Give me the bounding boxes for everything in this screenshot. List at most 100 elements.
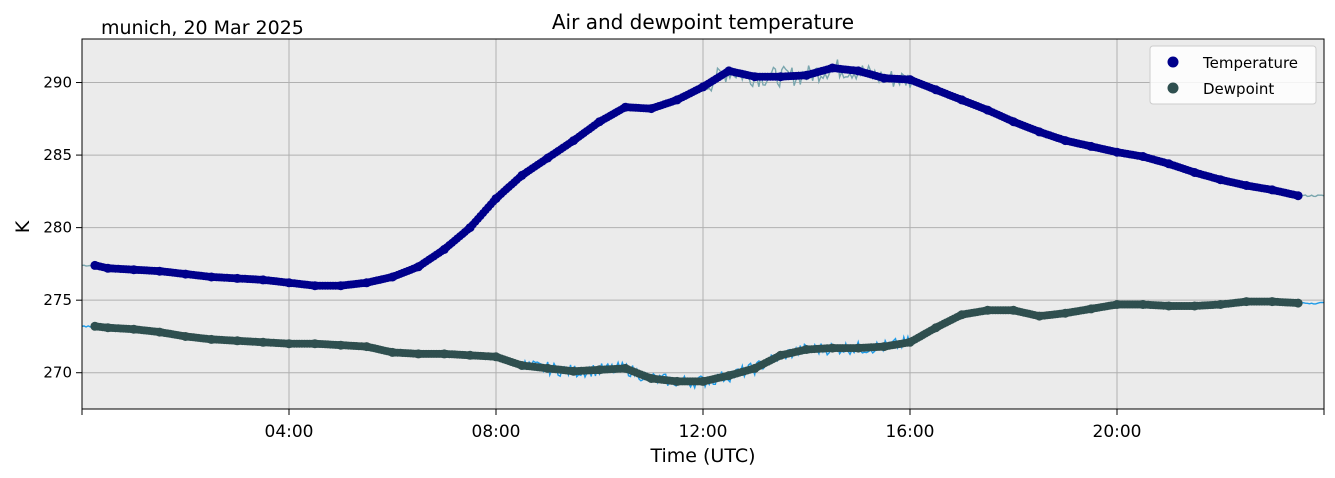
dewpoint-point [853, 343, 863, 353]
temperature-point [517, 170, 527, 180]
x-tick-label: 16:00 [886, 422, 935, 442]
temperature-point [750, 72, 760, 82]
y-tick-label: 270 [43, 364, 72, 382]
dewpoint-point [957, 310, 967, 320]
temperature-point [1267, 185, 1277, 195]
temperature-point [1216, 175, 1225, 185]
series-dewpoint [90, 297, 1303, 386]
y-axis-label: K [12, 220, 34, 233]
temperature-point [802, 70, 811, 80]
temperature-point [595, 117, 604, 127]
x-tick-label: 08:00 [472, 422, 521, 442]
x-tick-label: 12:00 [679, 422, 728, 442]
temperature-point [284, 278, 294, 288]
temperature-point [1009, 117, 1018, 127]
dewpoint-point [698, 376, 708, 386]
temperature-point [1293, 191, 1303, 201]
legend-label-temperature: Temperature [1202, 54, 1298, 72]
dewpoint-point [1293, 298, 1303, 308]
temperature-point [931, 85, 941, 95]
temperature-point [672, 95, 682, 105]
legend-label-dewpoint: Dewpoint [1203, 80, 1274, 98]
series-layer [90, 63, 1303, 386]
dewpoint-point [181, 332, 190, 341]
dewpoint-point [543, 363, 553, 373]
temperature-point [103, 263, 113, 273]
dewpoint-point [465, 350, 475, 360]
temperature-point [1241, 181, 1251, 190]
dewpoint-point [362, 342, 372, 352]
temperature-point [310, 281, 320, 291]
temperature-point [1164, 159, 1174, 169]
dewpoint-point [905, 337, 915, 347]
temperature-point [1112, 147, 1122, 157]
temperature-point [1034, 127, 1044, 137]
dewpoint-point [1164, 301, 1174, 311]
temperature-point [258, 275, 268, 285]
dewpoint-point [388, 347, 397, 357]
x-axis-label: Time (UTC) [649, 445, 755, 467]
legend-box [1149, 45, 1317, 105]
dewpoint-point [1267, 297, 1277, 307]
legend-marker-dewpoint [1167, 82, 1179, 94]
dewpoint-point [439, 349, 449, 359]
dewpoint-point [1086, 304, 1096, 314]
dewpoint-point [232, 336, 242, 346]
temperature-point [206, 272, 216, 282]
dewpoint-point [1190, 301, 1200, 311]
temperature-point [362, 278, 372, 288]
temperature-point [543, 153, 553, 163]
temperature-point [155, 266, 165, 276]
dewpoint-point [155, 327, 165, 337]
dewpoint-point [336, 340, 346, 350]
x-tick-label: 20:00 [1093, 422, 1142, 442]
chart-title: Air and dewpoint temperature [552, 10, 854, 34]
temperature-point [698, 82, 708, 92]
dewpoint-point [491, 352, 501, 362]
temperature-point [569, 136, 579, 146]
chart-subtitle: munich, 20 Mar 2025 [101, 17, 304, 39]
dewpoint-point [1216, 300, 1225, 309]
dewpoint-point [1241, 297, 1251, 307]
y-tick-label: 275 [43, 291, 72, 309]
temperature-point [776, 72, 786, 82]
legend-marker-temperature [1167, 56, 1179, 68]
y-tick-label: 285 [43, 146, 72, 164]
dewpoint-point [1112, 300, 1122, 309]
temperature-point [439, 244, 449, 254]
dewpoint-point [517, 361, 527, 370]
temperature-point [620, 102, 630, 112]
x-tick-label: 04:00 [265, 422, 314, 442]
dewpoint-point [413, 349, 423, 359]
ticks: 04:00 08:00 12:00 16:00 20:00 270 275 280 285 290 [43, 74, 1325, 442]
temperature-point [983, 105, 993, 115]
dewpoint-point [827, 343, 837, 353]
dewpoint-point [646, 374, 656, 383]
temperature-point [853, 66, 863, 76]
temperature-point [905, 75, 915, 85]
legend: Temperature Dewpoint [1149, 45, 1317, 105]
temperature-point [1060, 136, 1070, 146]
dewpoint-point [310, 339, 320, 349]
temperature-point [957, 95, 967, 105]
series-temperature [90, 63, 1303, 291]
dewpoint-point [620, 363, 630, 373]
dewpoint-point [750, 363, 760, 373]
temperature-point [1086, 141, 1096, 151]
dewpoint-point [1060, 308, 1070, 318]
temperature-point [129, 265, 139, 275]
dewpoint-point [258, 337, 268, 347]
y-tick-label: 280 [43, 219, 72, 237]
dewpoint-point [103, 323, 113, 333]
dewpoint-point [776, 350, 786, 360]
temperature-point [465, 223, 475, 233]
dewpoint-point [129, 324, 139, 334]
dewpoint-point [284, 339, 294, 349]
temperature-point [646, 104, 656, 114]
temperature-point [232, 273, 242, 283]
temperature-point [181, 269, 190, 279]
temperature-point [413, 262, 423, 272]
temperature-point [388, 272, 397, 282]
temperature-point [724, 66, 734, 76]
dewpoint-point [879, 342, 889, 352]
